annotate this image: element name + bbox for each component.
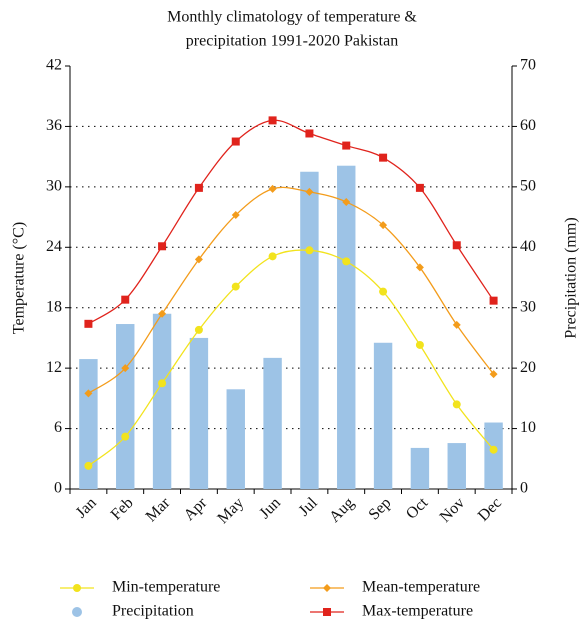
line [88,249,495,467]
x-tick-label: Oct [403,494,432,523]
y-tick-label: 6 [54,419,62,436]
legend-marker [73,584,81,592]
bar [226,389,245,489]
x-tick-label: May [214,494,247,527]
y2-tick-label: 10 [520,419,536,436]
y2-tick-label: 20 [520,359,536,376]
x-tick-label: Feb [108,494,137,523]
marker [84,461,93,470]
y-tick-label: 12 [46,359,62,376]
marker [158,309,167,318]
marker [268,252,277,261]
marker [452,320,461,329]
marker [305,129,314,138]
y-tick-label: 18 [46,298,62,315]
marker [452,400,461,409]
marker [489,445,498,454]
marker [489,296,498,305]
y-axis-label: Temperature (°C) [11,222,28,334]
marker [84,319,93,328]
x-tick-label: Jul [296,494,322,520]
bar [152,313,172,489]
bar [373,342,393,489]
x-tick-label: Jan [73,494,100,521]
legend-marker [323,608,331,616]
legend-label: Mean-temperature [362,579,480,596]
y2-tick-label: 50 [520,178,536,195]
marker [489,370,498,379]
marker [231,137,240,146]
bar [79,359,98,489]
y-tick-label: 42 [46,57,62,74]
x-tick-label: Aug [326,494,358,526]
marker [342,141,351,150]
marker [379,153,388,162]
marker [379,221,388,230]
y2-axis-label: Precipitation (mm) [563,217,580,338]
marker [121,364,130,373]
bar [300,171,319,489]
marker [231,211,240,220]
x-tick-label: Dec [475,494,505,524]
legend-label: Precipitation [112,603,194,620]
bar [484,422,503,489]
marker [342,197,351,206]
y2-tick-label: 60 [520,117,536,134]
marker [452,241,461,250]
x-tick-label: Mar [143,494,174,525]
legend-label: Max-temperature [362,603,473,620]
y2-tick-label: 0 [520,480,528,497]
x-tick-label: Sep [366,494,395,523]
legend-label: Min-temperature [112,579,220,596]
marker [194,325,203,334]
chart-title: Monthly climatology of temperature & [167,9,417,26]
marker [379,287,388,296]
line [88,119,495,325]
bar [410,447,430,489]
marker [194,255,203,264]
x-tick-label: Nov [437,494,469,526]
bar [116,324,135,489]
marker [305,246,314,255]
y-tick-label: 30 [46,178,62,195]
bar [189,337,209,489]
legend-marker [323,584,331,592]
line [88,186,495,394]
marker [268,184,277,193]
y-tick-label: 24 [46,238,62,255]
marker [415,340,424,349]
y-tick-label: 36 [46,117,62,134]
marker [231,282,240,291]
marker [158,379,167,388]
marker [121,295,130,304]
marker [415,183,424,192]
y2-tick-label: 40 [520,238,536,255]
marker [268,116,277,125]
marker [415,263,424,272]
bar [447,443,466,489]
x-tick-label: Apr [181,494,211,524]
marker [194,183,203,192]
legend-marker [72,607,82,617]
marker [342,257,351,266]
marker [158,242,167,251]
bar [337,165,356,489]
chart-title: precipitation 1991-2020 Pakistan [186,33,398,50]
y2-tick-label: 30 [520,298,536,315]
bar [263,357,282,489]
marker [121,432,130,441]
marker [305,187,314,196]
y-tick-label: 0 [54,480,62,497]
marker [84,389,93,398]
x-tick-label: Jun [256,494,284,522]
y2-tick-label: 70 [520,57,536,74]
